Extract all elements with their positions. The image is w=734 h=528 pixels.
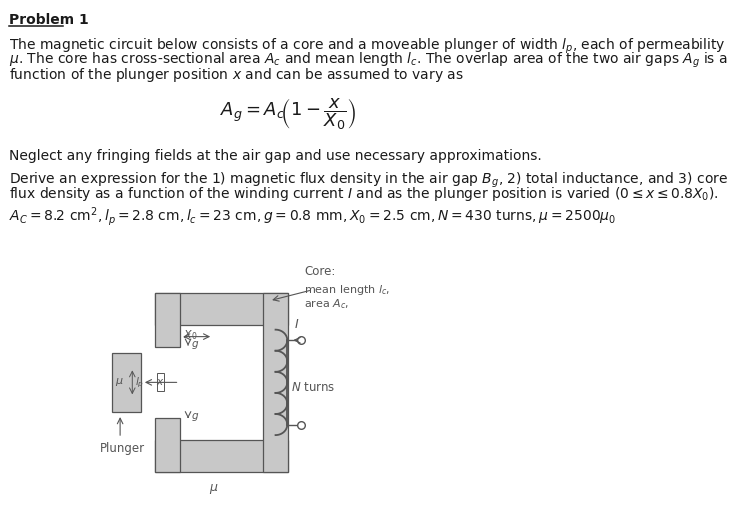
- Bar: [156, 293, 288, 325]
- Text: $I$: $I$: [294, 318, 299, 331]
- Text: area $A_c$,: area $A_c$,: [305, 297, 349, 310]
- Text: Neglect any fringing fields at the air gap and use necessary approximations.: Neglect any fringing fields at the air g…: [10, 148, 542, 163]
- Bar: [263, 293, 288, 472]
- Text: $\mu$: $\mu$: [115, 376, 124, 389]
- Text: Plunger: Plunger: [100, 442, 145, 455]
- Bar: [156, 440, 288, 472]
- Bar: [157, 373, 164, 391]
- Text: $g$: $g$: [191, 338, 200, 351]
- Text: The magnetic circuit below consists of a core and a moveable plunger of width $l: The magnetic circuit below consists of a…: [10, 36, 726, 55]
- Text: $N$ turns: $N$ turns: [291, 381, 335, 394]
- Text: $\mu$. The core has cross-sectional area $A_c$ and mean length $l_c$. The overla: $\mu$. The core has cross-sectional area…: [10, 51, 728, 70]
- Bar: [156, 293, 181, 346]
- Text: $\mu$: $\mu$: [209, 482, 219, 496]
- Bar: [112, 353, 141, 412]
- Bar: [156, 418, 181, 472]
- Text: $l_p$: $l_p$: [135, 375, 145, 390]
- Text: $X_0$: $X_0$: [184, 328, 198, 343]
- Text: $g$: $g$: [191, 411, 200, 423]
- Text: Problem 1: Problem 1: [10, 13, 89, 27]
- Text: $x$: $x$: [156, 378, 165, 388]
- Text: Core:: Core:: [305, 265, 336, 278]
- Text: $A_C = 8.2\ \mathrm{cm}^2, l_p = 2.8\ \mathrm{cm}, l_c = 23\ \mathrm{cm}, g = 0.: $A_C = 8.2\ \mathrm{cm}^2, l_p = 2.8\ \m…: [10, 205, 617, 228]
- Text: function of the plunger position $x$ and can be assumed to vary as: function of the plunger position $x$ and…: [10, 66, 464, 84]
- Text: $A_g = A_c\!\left(1 - \dfrac{x}{X_0}\right)$: $A_g = A_c\!\left(1 - \dfrac{x}{X_0}\rig…: [219, 96, 357, 131]
- Text: flux density as a function of the winding current $I$ and as the plunger positio: flux density as a function of the windin…: [10, 185, 719, 203]
- Text: mean length $l_c$,: mean length $l_c$,: [305, 283, 390, 297]
- Text: Derive an expression for the 1) magnetic flux density in the air gap $B_g$, 2) t: Derive an expression for the 1) magnetic…: [10, 171, 728, 190]
